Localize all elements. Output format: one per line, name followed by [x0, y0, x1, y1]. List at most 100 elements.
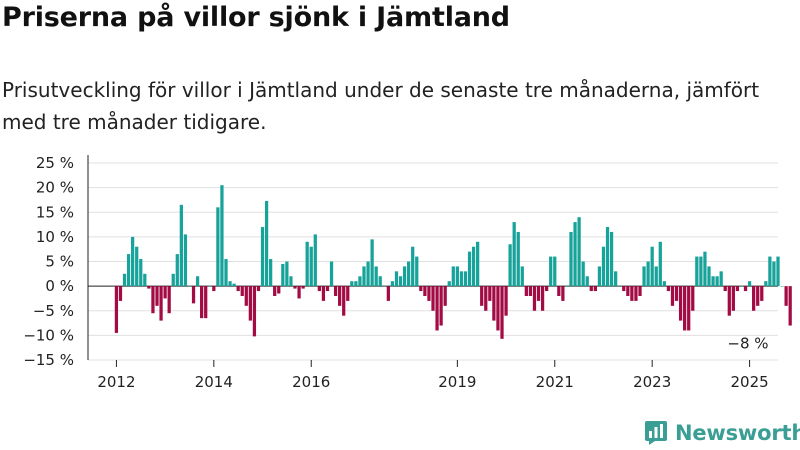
chart-bar	[329, 261, 334, 287]
chart-bar	[431, 286, 435, 311]
chart-bar	[163, 286, 167, 299]
chart-bar	[703, 251, 707, 287]
chart-bar	[358, 276, 362, 287]
x-tick-label: 2016	[292, 373, 330, 391]
chart-bar	[305, 241, 309, 287]
chart-bar	[151, 286, 155, 314]
chart-bar	[711, 276, 715, 287]
chart-bar	[423, 286, 427, 296]
chart-bar	[419, 286, 423, 292]
chart-bar	[666, 286, 671, 292]
chart-bar	[658, 241, 662, 287]
chart-bar	[756, 286, 760, 306]
chart-bar	[581, 261, 585, 287]
newsworthy-logo-icon	[645, 421, 667, 445]
chart-bar	[549, 256, 553, 287]
chart-bar	[374, 266, 378, 287]
chart-bar	[687, 286, 691, 331]
chart-bar	[269, 259, 273, 287]
chart-title: Priserna på villor sjönk i Jämtland	[2, 2, 510, 33]
chart-bar	[183, 234, 188, 287]
chart-bar	[764, 281, 768, 287]
chart-bar	[601, 246, 606, 287]
chart-bar	[500, 286, 504, 339]
chart-bar	[346, 286, 350, 301]
chart-bar	[317, 286, 321, 292]
chart-bar	[561, 286, 565, 301]
chart-bar	[126, 254, 131, 287]
chart-bar	[670, 286, 675, 306]
y-tick-label: −5 %	[33, 302, 74, 320]
chart-bar	[597, 266, 602, 287]
chart-bar	[545, 286, 549, 292]
chart-bar	[313, 234, 317, 287]
chart-bar	[695, 256, 699, 287]
chart-bar	[569, 231, 573, 287]
chart-bar	[760, 286, 764, 301]
chart-bar	[277, 286, 281, 294]
chart-bar	[784, 286, 788, 306]
y-axis: 25 % 20 % 15 % 10 % 5 % 0 % −5 % −10 % −15 %	[23, 154, 74, 369]
chart-bar	[122, 273, 127, 287]
chart-bar	[520, 266, 524, 287]
chart-bar	[678, 286, 683, 321]
chart-bar	[289, 276, 293, 287]
chart-bar	[691, 286, 695, 311]
chart-bar	[378, 276, 382, 287]
chart-bar	[244, 286, 248, 306]
chart-bar	[739, 286, 744, 287]
chart-bar	[325, 286, 330, 292]
chart-bar	[747, 281, 752, 287]
chart-bar	[512, 222, 516, 287]
chart-bar	[723, 286, 727, 292]
chart-bar	[585, 276, 589, 287]
chart-bar	[187, 286, 192, 287]
chart-bar	[609, 231, 614, 287]
chart-bar	[301, 286, 305, 289]
chart-bar	[463, 271, 468, 287]
chart-bar	[516, 231, 520, 287]
y-tick-label: −10 %	[23, 326, 74, 344]
chart-bar	[650, 246, 654, 287]
chart-bar	[467, 251, 472, 287]
chart-bar	[208, 286, 212, 287]
chart-bar	[390, 281, 395, 287]
chart-bar	[273, 286, 277, 296]
chart-bar	[256, 286, 261, 292]
chart-bar	[768, 256, 772, 287]
chart-bar	[155, 286, 159, 306]
x-tick-label: 2014	[195, 373, 233, 391]
chart-bar	[407, 261, 411, 287]
chart-bar	[147, 286, 151, 289]
chart-bar	[200, 286, 204, 319]
chart-bar	[504, 286, 508, 316]
chart-bar	[605, 227, 610, 287]
chart-bar	[204, 286, 208, 319]
chart-bar	[350, 281, 354, 287]
chart-bar	[167, 286, 171, 314]
chart-bar	[565, 286, 569, 287]
chart-bar	[638, 286, 642, 296]
chart-bar	[752, 286, 756, 311]
chart-bar	[118, 286, 123, 301]
chart-bar	[281, 263, 285, 287]
chart-bar	[683, 286, 687, 331]
chart-bar	[731, 286, 735, 311]
x-tick-label: 2019	[438, 373, 476, 391]
chart-bar	[131, 236, 135, 287]
chart-bar	[297, 286, 301, 299]
chart-bar	[293, 286, 297, 289]
chart-bar	[780, 286, 784, 287]
chart-bar	[540, 286, 545, 311]
chart-bar	[338, 286, 342, 306]
chart-bar	[743, 286, 748, 292]
chart-bar	[240, 286, 244, 296]
chart-bar	[488, 286, 492, 301]
chart-bar	[264, 200, 269, 287]
y-tick-label: 20 %	[36, 179, 74, 197]
chart-gridlines	[87, 155, 778, 361]
chart-bar	[191, 286, 196, 304]
chart-bar	[553, 256, 557, 287]
y-tick-label: 0 %	[45, 277, 74, 295]
chart-bar	[707, 266, 711, 287]
